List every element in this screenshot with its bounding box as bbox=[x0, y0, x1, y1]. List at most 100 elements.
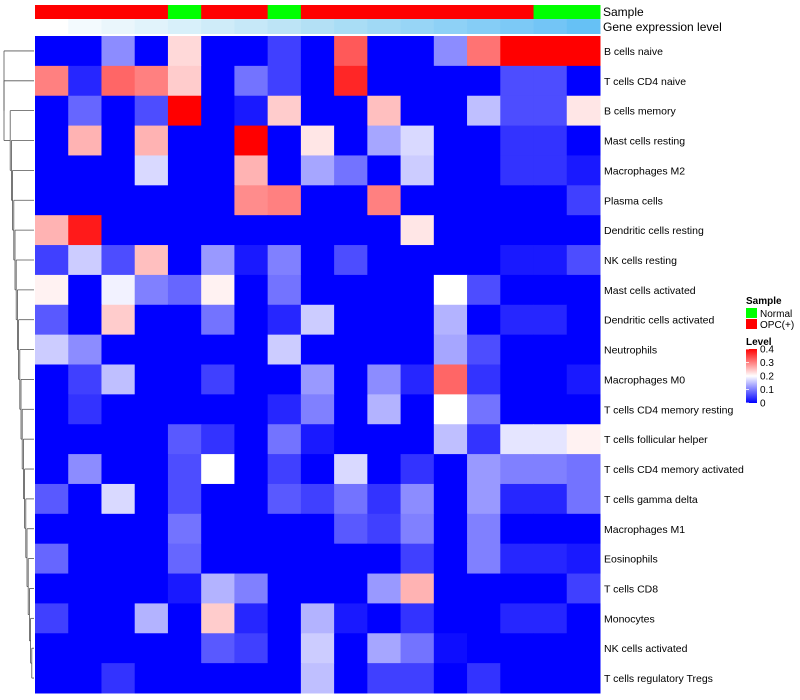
expression-annotation-cell bbox=[467, 19, 501, 34]
heatmap-cell bbox=[566, 304, 601, 336]
heatmap-cell bbox=[566, 424, 601, 455]
row-label: T cells follicular helper bbox=[604, 434, 708, 446]
row-label: NK cells activated bbox=[604, 643, 688, 655]
heatmap-cell bbox=[300, 125, 335, 156]
heatmap-cell bbox=[533, 125, 568, 156]
heatmap-cell bbox=[400, 215, 435, 246]
heatmap-cell bbox=[267, 185, 302, 216]
heatmap-cell bbox=[101, 95, 136, 127]
heatmap-cell bbox=[300, 245, 335, 276]
heatmap-cell bbox=[334, 274, 368, 306]
heatmap-cell bbox=[234, 663, 269, 694]
heatmap-cell bbox=[35, 513, 69, 545]
heatmap-cell bbox=[433, 95, 468, 127]
heatmap-cell bbox=[101, 185, 136, 216]
heatmap-cell bbox=[367, 603, 402, 634]
heatmap-cell bbox=[101, 125, 136, 156]
row-label: T cells CD4 naive bbox=[604, 76, 686, 88]
heatmap-cell bbox=[367, 65, 402, 97]
annotation-label-sample: Sample bbox=[603, 5, 644, 19]
heatmap-cell bbox=[68, 95, 102, 127]
sample-annotation-cell bbox=[267, 5, 302, 19]
heatmap-cell bbox=[400, 663, 435, 694]
heatmap-cell bbox=[467, 155, 501, 186]
legend-level-colorbar bbox=[746, 349, 757, 403]
heatmap-cell bbox=[566, 245, 601, 276]
heatmap-cell bbox=[433, 155, 468, 186]
heatmap-cell bbox=[267, 274, 302, 306]
heatmap-cell bbox=[500, 483, 535, 515]
expression-annotation-cell bbox=[400, 19, 435, 34]
heatmap-cell bbox=[367, 304, 402, 336]
heatmap-cell bbox=[334, 65, 368, 97]
heatmap-cell bbox=[300, 65, 335, 97]
heatmap-cell bbox=[500, 394, 535, 425]
heatmap-cell bbox=[433, 304, 468, 336]
heatmap-cell bbox=[533, 424, 568, 455]
heatmap-cell bbox=[35, 245, 69, 276]
heatmap-cell bbox=[68, 603, 102, 634]
row-label: T cells gamma delta bbox=[604, 494, 698, 506]
heatmap-cell bbox=[300, 573, 335, 604]
heatmap-cell bbox=[134, 65, 169, 97]
heatmap-cell bbox=[201, 394, 235, 425]
heatmap-cell bbox=[500, 454, 535, 485]
heatmap-cell bbox=[300, 95, 335, 127]
sample-annotation-cell bbox=[400, 5, 435, 19]
heatmap-cell bbox=[234, 543, 269, 575]
heatmap-cell bbox=[234, 155, 269, 186]
heatmap-cell bbox=[167, 603, 202, 634]
heatmap-cell bbox=[134, 513, 169, 545]
row-label: Eosinophils bbox=[604, 554, 658, 566]
heatmap-cell bbox=[433, 543, 468, 575]
heatmap-cell bbox=[533, 65, 568, 97]
legend-sample-title: Sample bbox=[746, 296, 782, 307]
heatmap-cell bbox=[35, 95, 69, 127]
heatmap-cell bbox=[300, 36, 335, 67]
heatmap-cell bbox=[68, 364, 102, 395]
heatmap-cell bbox=[68, 274, 102, 306]
heatmap-cell bbox=[467, 663, 501, 694]
heatmap-cell bbox=[433, 364, 468, 395]
heatmap-cell bbox=[566, 185, 601, 216]
row-label: T cells CD4 memory resting bbox=[604, 404, 733, 416]
heatmap-cell bbox=[134, 573, 169, 604]
expression-annotation-cell bbox=[35, 19, 69, 34]
heatmap-cell bbox=[134, 633, 169, 664]
expression-annotation-cell bbox=[367, 19, 402, 34]
heatmap-cell bbox=[334, 663, 368, 694]
heatmap-cell bbox=[334, 304, 368, 336]
heatmap-cell bbox=[68, 633, 102, 664]
heatmap-cell bbox=[467, 424, 501, 455]
heatmap-cell bbox=[433, 454, 468, 485]
row-dendrogram bbox=[3, 50, 34, 679]
heatmap-cell bbox=[134, 603, 169, 634]
legend-level-tick-label: 0.2 bbox=[760, 372, 774, 383]
heatmap-cell bbox=[367, 125, 402, 156]
heatmap-cell bbox=[234, 394, 269, 425]
heatmap-cell bbox=[167, 454, 202, 485]
heatmap-cell bbox=[300, 543, 335, 575]
heatmap-cell bbox=[334, 603, 368, 634]
sample-annotation-cell bbox=[201, 5, 235, 19]
sample-annotation-cell bbox=[467, 5, 501, 19]
heatmap-cell bbox=[334, 483, 368, 515]
heatmap-cell bbox=[68, 454, 102, 485]
heatmap-cell bbox=[533, 334, 568, 365]
sample-annotation-cell bbox=[167, 5, 202, 19]
sample-annotation-cell bbox=[500, 5, 535, 19]
heatmap-cell bbox=[566, 394, 601, 425]
heatmap-cell bbox=[433, 245, 468, 276]
heatmap-cell bbox=[167, 424, 202, 455]
heatmap-cell bbox=[35, 633, 69, 664]
heatmap-cell bbox=[167, 155, 202, 186]
heatmap-cell bbox=[300, 155, 335, 186]
heatmap-cell bbox=[101, 633, 136, 664]
heatmap-cell bbox=[201, 364, 235, 395]
heatmap-cell bbox=[367, 95, 402, 127]
heatmap-cell bbox=[300, 274, 335, 306]
heatmap-cell bbox=[201, 185, 235, 216]
heatmap-cell bbox=[35, 573, 69, 604]
heatmap-cell bbox=[267, 394, 302, 425]
heatmap-cell bbox=[101, 663, 136, 694]
